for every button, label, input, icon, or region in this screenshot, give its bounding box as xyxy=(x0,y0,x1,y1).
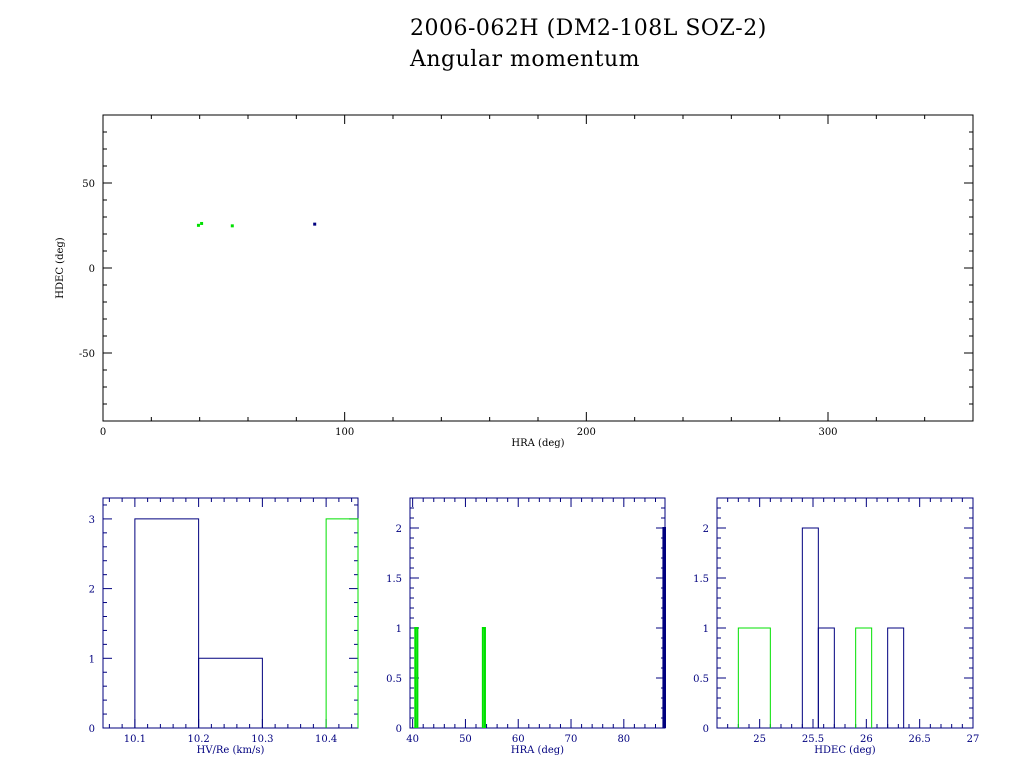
plot3-xtick-label: 40 xyxy=(406,734,419,745)
plot3-xtick-label: 70 xyxy=(565,734,578,745)
plot3-bar-blue xyxy=(662,527,666,728)
plot4-xtick-label: 25.5 xyxy=(802,734,824,745)
plot2-xtick-label: 10.2 xyxy=(187,734,209,745)
plot2-ytick-label: 2 xyxy=(89,585,95,596)
plot1-frame xyxy=(102,114,974,422)
plot3-bar-green xyxy=(481,627,486,728)
plot2-xtick-label: 10.3 xyxy=(251,734,273,745)
plot1-point-green xyxy=(200,221,204,225)
plot4-bar-blue xyxy=(887,627,905,728)
plot2-ytick-label: 0 xyxy=(89,724,95,735)
plot1-ytick-label: 0 xyxy=(89,264,95,275)
plot3-ytick-label: 0 xyxy=(396,724,402,735)
plot4-bar-blue xyxy=(817,627,835,728)
plot4-xtick-label: 26.5 xyxy=(909,734,931,745)
plot3-ytick-label: 1 xyxy=(396,624,402,635)
plot2-xtick-label: 10.1 xyxy=(124,734,146,745)
plot1-point-green xyxy=(230,224,234,228)
plot1-ylabel: HDEC (deg) xyxy=(55,237,66,298)
chart-title: 2006-062H (DM2-108L SOZ-2) xyxy=(410,16,767,41)
plot4-frame xyxy=(716,497,974,729)
plot4-ytick-label: 0.5 xyxy=(693,674,709,685)
plot4-bar-green xyxy=(737,627,771,728)
plot3-ytick-label: 0.5 xyxy=(386,674,402,685)
plot2-frame xyxy=(102,497,359,729)
plot1-xtick-label: 0 xyxy=(100,427,106,438)
plot2-bar-blue xyxy=(134,518,200,728)
plot3-xtick-label: 80 xyxy=(617,734,630,745)
plot1-ytick-label: 50 xyxy=(82,179,95,190)
plot3-ytick-label: 1.5 xyxy=(386,574,402,585)
plot4-ytick-label: 2 xyxy=(703,524,709,535)
plot2-bar-blue xyxy=(198,657,263,728)
plot3-xlabel: HRA (deg) xyxy=(511,745,564,756)
chart-subtitle: Angular momentum xyxy=(410,47,640,72)
plot1-ytick-label: -50 xyxy=(79,349,95,360)
plot3-xtick-label: 60 xyxy=(512,734,525,745)
plot1-point-blue xyxy=(313,222,317,226)
plot1-xtick-label: 100 xyxy=(335,427,354,438)
plot4-xtick-label: 25 xyxy=(753,734,766,745)
plot2-ytick-label: 3 xyxy=(89,515,95,526)
plot2-xtick-label: 10.4 xyxy=(315,734,337,745)
plot1-point-green xyxy=(196,223,200,227)
plot4-ytick-label: 0 xyxy=(703,724,709,735)
plot3-xtick-label: 50 xyxy=(459,734,472,745)
plot3-bar-green xyxy=(414,627,419,728)
plot3-ytick-label: 2 xyxy=(396,524,402,535)
plot2-bar-green xyxy=(325,518,359,728)
plot2-ytick-label: 1 xyxy=(89,654,95,665)
plot4-bar-green xyxy=(855,627,873,728)
plot4-xtick-label: 27 xyxy=(967,734,980,745)
plot3-frame xyxy=(409,497,666,729)
plot4-ytick-label: 1 xyxy=(703,624,709,635)
plot4-xlabel: HDEC (deg) xyxy=(814,745,875,756)
plot4-ytick-label: 1.5 xyxy=(693,574,709,585)
plot2-xlabel: HV/Re (km/s) xyxy=(197,745,265,756)
plot1-xlabel: HRA (deg) xyxy=(511,438,564,449)
plot4-xtick-label: 26 xyxy=(860,734,873,745)
plot1-xtick-label: 300 xyxy=(818,427,837,438)
plot1-xtick-label: 200 xyxy=(577,427,596,438)
plot4-bar-blue xyxy=(801,527,819,728)
